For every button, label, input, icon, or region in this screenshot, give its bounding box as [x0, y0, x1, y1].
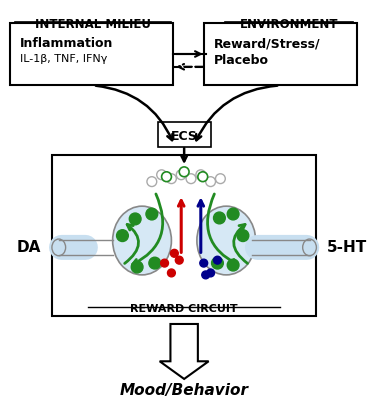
Circle shape: [206, 177, 215, 186]
Ellipse shape: [303, 239, 316, 256]
Circle shape: [198, 172, 208, 182]
Circle shape: [227, 208, 239, 220]
Circle shape: [179, 167, 189, 177]
Circle shape: [186, 174, 196, 184]
FancyArrow shape: [160, 324, 209, 379]
Text: 5-HT: 5-HT: [327, 240, 367, 255]
Text: Mood/Behavior: Mood/Behavior: [120, 383, 249, 398]
Text: ENVIRONMENT: ENVIRONMENT: [240, 18, 338, 31]
FancyBboxPatch shape: [158, 122, 211, 147]
Ellipse shape: [113, 206, 171, 275]
Circle shape: [237, 230, 249, 242]
Text: REWARD CIRCUIT: REWARD CIRCUIT: [130, 304, 238, 314]
Circle shape: [117, 230, 128, 242]
Circle shape: [214, 212, 225, 224]
Circle shape: [161, 259, 168, 267]
Circle shape: [157, 170, 167, 180]
Circle shape: [167, 174, 176, 184]
Circle shape: [227, 259, 239, 271]
Ellipse shape: [52, 239, 66, 256]
Circle shape: [215, 174, 225, 184]
FancyBboxPatch shape: [52, 155, 316, 316]
Ellipse shape: [197, 206, 256, 275]
Text: INTERNAL MILIEU: INTERNAL MILIEU: [35, 18, 151, 31]
Circle shape: [147, 177, 157, 186]
Text: DA: DA: [17, 240, 41, 255]
Circle shape: [200, 259, 208, 267]
FancyBboxPatch shape: [10, 22, 173, 86]
Circle shape: [146, 208, 158, 220]
Circle shape: [167, 269, 175, 277]
Circle shape: [214, 256, 221, 264]
FancyBboxPatch shape: [204, 22, 356, 86]
Text: ECS: ECS: [171, 130, 197, 142]
Circle shape: [170, 249, 178, 257]
Circle shape: [202, 271, 209, 279]
Text: Reward/Stress/: Reward/Stress/: [214, 37, 320, 50]
Text: Placebo: Placebo: [214, 54, 268, 67]
Circle shape: [131, 261, 143, 273]
Text: Inflammation: Inflammation: [20, 37, 113, 50]
Circle shape: [129, 213, 141, 225]
Circle shape: [176, 170, 186, 180]
Circle shape: [162, 172, 171, 182]
Text: IL-1β, TNF, IFNγ: IL-1β, TNF, IFNγ: [20, 54, 107, 64]
Circle shape: [212, 257, 223, 269]
Circle shape: [175, 256, 183, 264]
Circle shape: [196, 170, 206, 180]
Circle shape: [207, 269, 215, 277]
Circle shape: [149, 257, 161, 269]
